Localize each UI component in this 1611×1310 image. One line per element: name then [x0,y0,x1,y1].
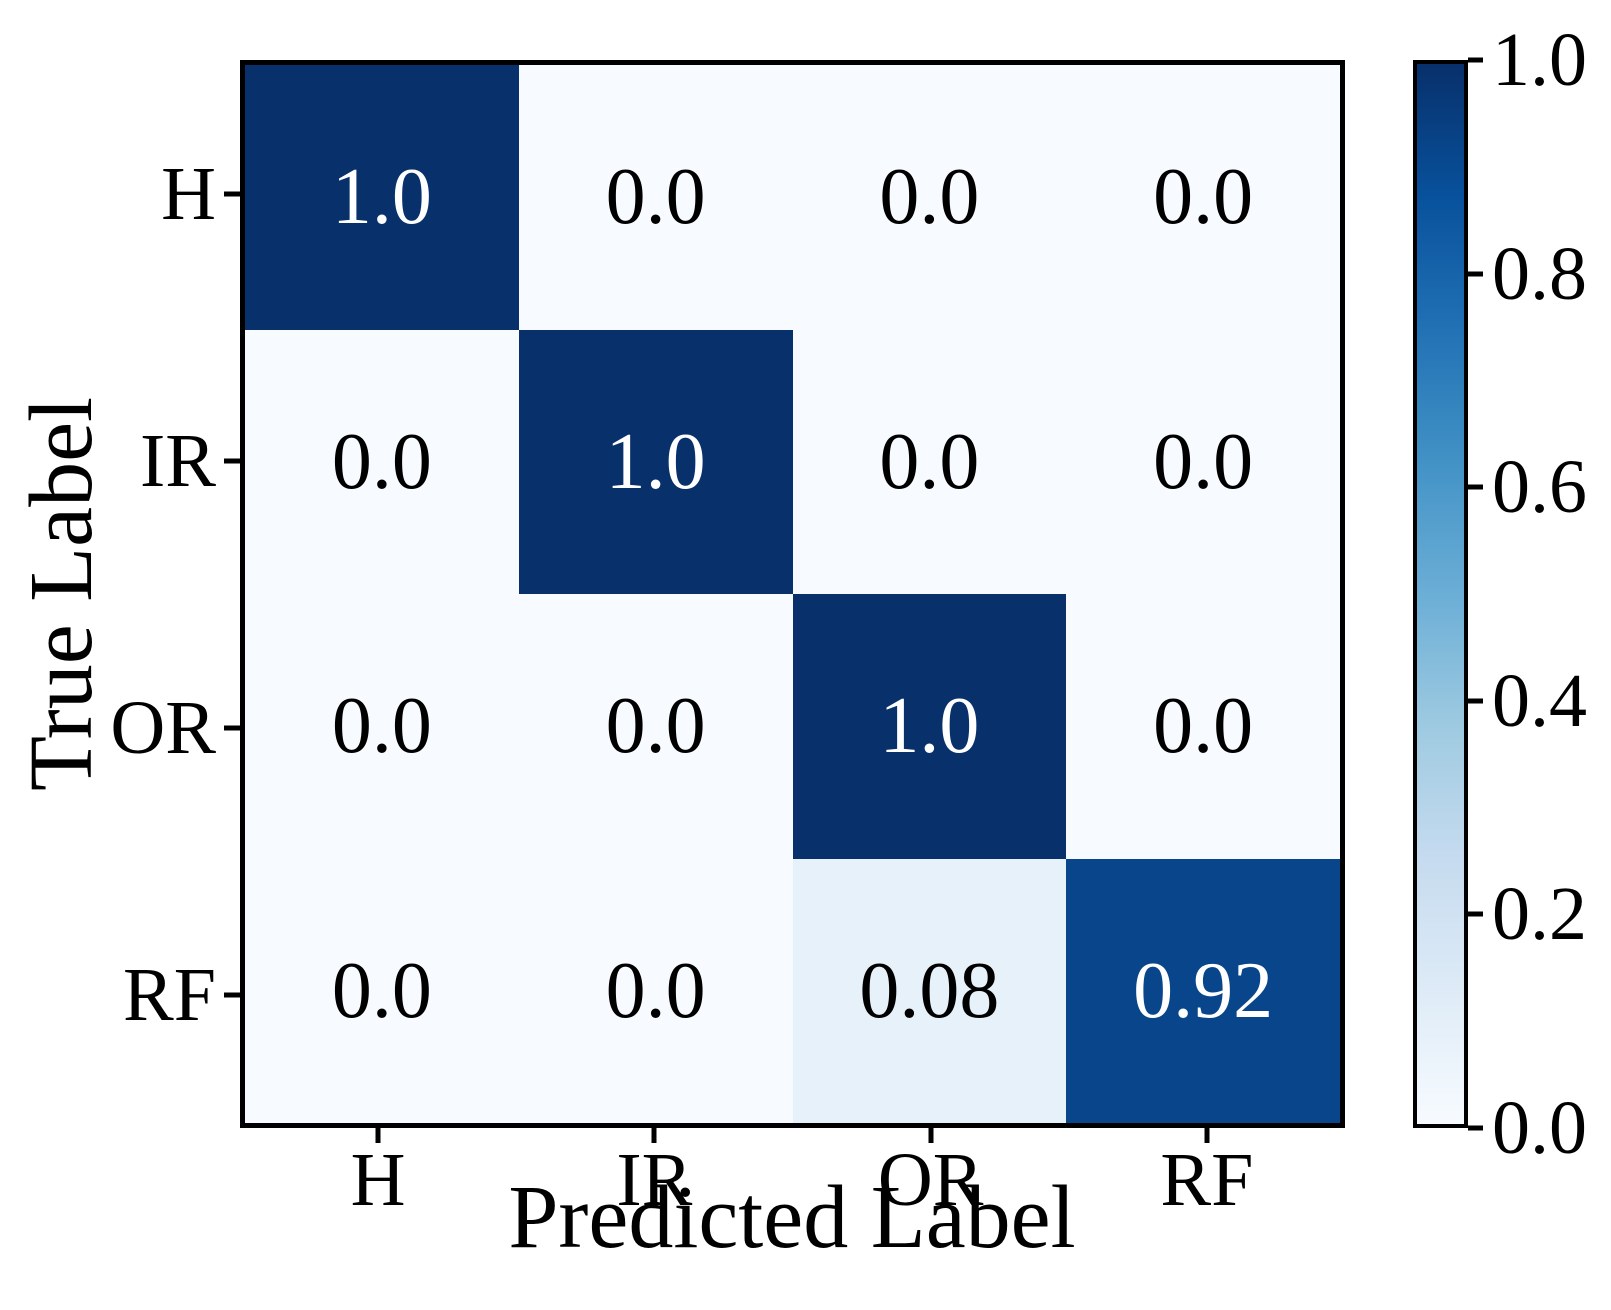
x-tick-mark-H [375,1128,381,1143]
colorbar-tick-mark-0.2 [1468,911,1483,917]
heatmap-cell-H-RF: 0.0 [1066,65,1340,330]
colorbar-tick-label-0.2: 0.2 [1492,872,1587,957]
heatmap-cell-OR-OR: 1.0 [792,594,1067,859]
y-tick-label-OR: OR [110,685,216,770]
colorbar-tick-mark-0.4 [1468,698,1483,704]
heatmap-cell-OR-RF: 0.0 [1066,594,1340,859]
heatmap-cell-IR-H: 0.0 [245,329,519,594]
y-tick-labels: H IR OR RF [0,60,216,1128]
y-tick-label-IR: IR [140,418,216,503]
heatmap-cell-IR-IR: 1.0 [518,329,793,594]
heatmap-grid: 1.0 0.0 0.0 0.0 0.0 1.0 0.0 0.0 0.0 0.0 1.0 0.0 0.0 0… [240,60,1345,1128]
heatmap-cell-H-IR: 0.0 [518,65,793,330]
colorbar-tick-label-0.0: 0.0 [1492,1086,1587,1170]
colorbar-tick-label-0.8: 0.8 [1492,231,1587,316]
heatmap-cell-RF-IR: 0.0 [518,858,793,1123]
colorbar-tick-label-0.4: 0.4 [1492,658,1587,743]
colorbar-tick-marks [1468,57,1484,1131]
x-tick-labels: H IR OR RF [240,1142,1345,1222]
colorbar-tick-mark-0.0 [1468,1125,1483,1131]
y-tick-mark-RF [224,992,240,997]
heatmap-cell-RF-OR: 0.08 [792,858,1067,1123]
heatmap-cell-OR-IR: 0.0 [518,594,793,859]
heatmap-cell-H-OR: 0.0 [792,65,1067,330]
y-tick-label-H: H [161,151,216,236]
colorbar-tick-mark-1.0 [1468,57,1483,63]
colorbar-tick-mark-0.8 [1468,271,1483,277]
x-axis-title: Predicted Label [508,1168,1076,1267]
heatmap-cell-RF-RF: 0.92 [1066,858,1340,1123]
x-tick-label-IR: IR [616,1138,693,1222]
colorbar-tick-label-1.0: 1.0 [1492,18,1587,102]
colorbar-tick-label-0.6: 0.6 [1492,445,1587,530]
heatmap-cell-IR-RF: 0.0 [1066,329,1340,594]
heatmap-cell-RF-H: 0.0 [245,858,519,1123]
colorbar-gradient [1413,60,1468,1128]
x-tick-mark-RF [1204,1128,1210,1143]
x-tick-label-H: H [350,1138,406,1222]
x-tick-mark-IR [651,1128,657,1143]
y-axis-title: True Label [12,396,111,792]
colorbar-tick-labels: 1.0 0.8 0.6 0.4 0.2 0.0 [1492,22,1611,1166]
heatmap-cell-H-H: 1.0 [245,65,519,330]
x-tick-marks [240,1128,1345,1144]
y-tick-mark-IR [224,458,240,463]
y-tick-mark-H [224,191,240,196]
heatmap-cell-OR-H: 0.0 [245,594,519,859]
x-tick-label-RF: RF [1160,1138,1254,1222]
x-tick-label-OR: OR [877,1138,984,1222]
heatmap-cell-IR-OR: 0.0 [792,329,1067,594]
colorbar-tick-mark-0.6 [1468,484,1483,490]
y-tick-label-RF: RF [123,952,216,1037]
y-tick-mark-OR [224,725,240,730]
y-tick-marks [224,60,240,1128]
x-tick-mark-OR [928,1128,934,1143]
